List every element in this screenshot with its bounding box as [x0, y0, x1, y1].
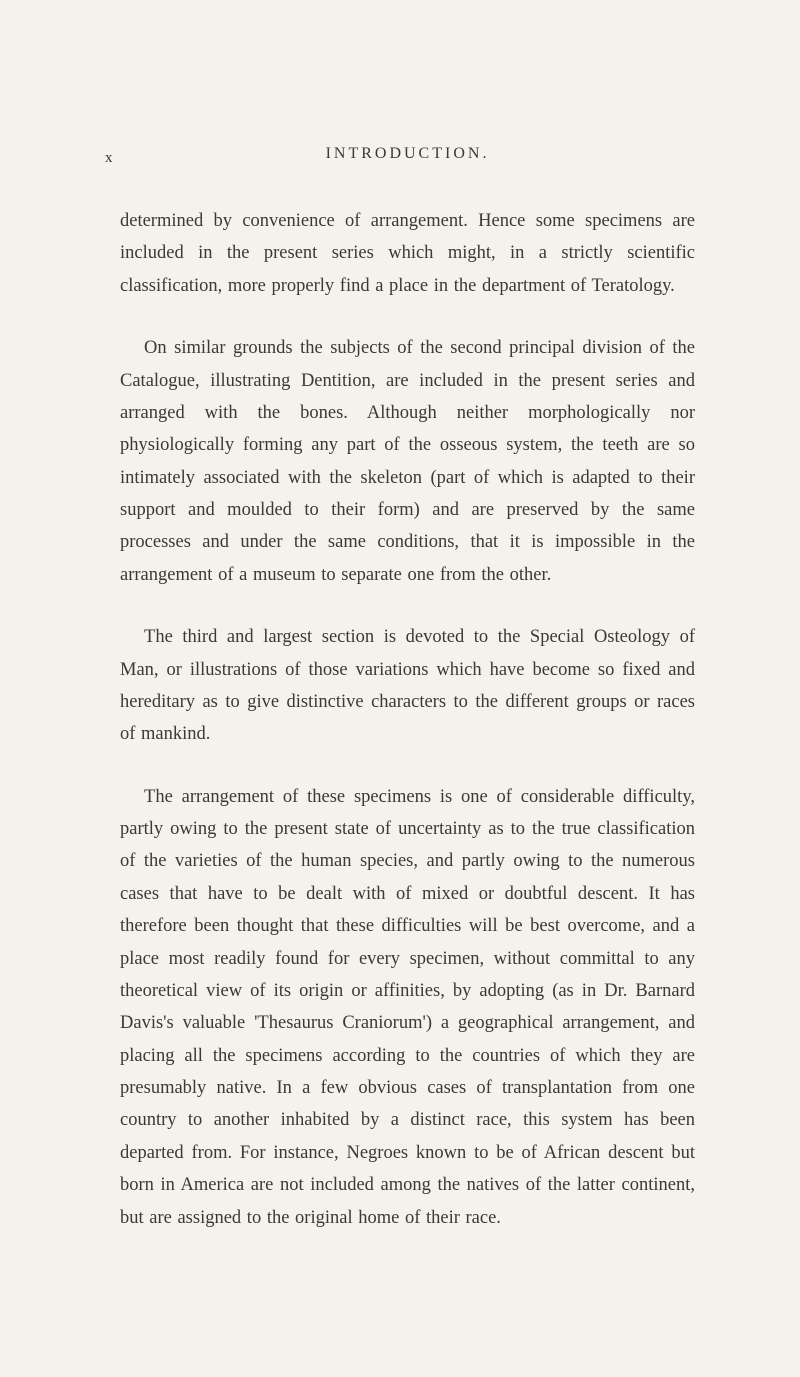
- paragraph-4: The arrangement of these specimens is on…: [120, 781, 695, 1234]
- paragraph-1: determined by convenience of arrangement…: [120, 205, 695, 302]
- paragraph-2: On similar grounds the subjects of the s…: [120, 332, 695, 591]
- page-header: INTRODUCTION.: [120, 145, 695, 163]
- page-number: x: [105, 150, 114, 167]
- paragraph-3: The third and largest section is devoted…: [120, 621, 695, 751]
